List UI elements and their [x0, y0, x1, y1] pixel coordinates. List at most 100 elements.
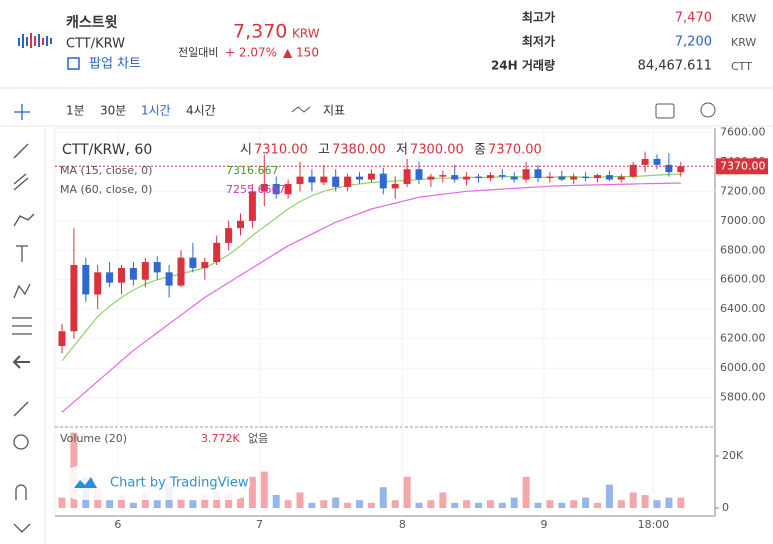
candle-body: [629, 164, 637, 177]
candle-body: [594, 175, 601, 179]
candle-body: [106, 272, 114, 283]
toolbar-button[interactable]: 지표: [323, 104, 345, 118]
symbol: CTT/KRW, 60: [62, 142, 152, 158]
volume-bar: [320, 500, 328, 508]
y-tick-label: 7200.00: [720, 184, 766, 197]
volume-bar: [391, 500, 399, 508]
volume-bar: [141, 492, 149, 508]
candle-body: [177, 257, 185, 286]
pair: CTT/KRW: [66, 37, 125, 52]
volume-bar: [58, 497, 66, 508]
ma-value: 7255.6667: [226, 183, 286, 196]
candle-body: [296, 176, 304, 184]
candle-body: [141, 262, 149, 280]
candle-body: [546, 176, 554, 179]
ohlc-value: 7370.00: [488, 143, 542, 158]
volume-bar: [118, 495, 125, 508]
popup-link[interactable]: 팝업 차트: [89, 57, 141, 72]
volume-bar: [677, 497, 685, 508]
volume-bar: [237, 497, 244, 508]
candle-body: [415, 169, 423, 180]
candle-body: [510, 176, 518, 180]
volume-bar: [201, 495, 209, 508]
candle-body: [94, 272, 102, 295]
candle-body: [308, 176, 316, 183]
toolbar-button[interactable]: 1시간: [141, 104, 171, 118]
volume-bar: [582, 497, 590, 508]
stats: 최고가 7,470 KRW 최저가 7,200 KRW 24H 거래량 84,467.611 C…: [491, 10, 756, 74]
price-unit: KRW: [292, 27, 320, 41]
volume-bar: [486, 500, 494, 508]
candle-body: [201, 262, 209, 268]
candle-body: [403, 169, 411, 184]
volume-bar: [558, 502, 566, 508]
ohlc-label: 시: [240, 143, 252, 158]
volume-bar: [475, 502, 482, 508]
candle-body: [475, 176, 482, 179]
stat-unit: KRW: [731, 12, 756, 25]
change-label: 전일대비: [178, 45, 218, 59]
ohlc-label: 저: [396, 143, 408, 158]
toolbar-button[interactable]: 30분: [100, 104, 126, 118]
volume-bar: [594, 502, 601, 508]
toolbar-button[interactable]: 4시간: [186, 104, 216, 118]
left-tools[interactable]: [12, 104, 35, 533]
x-tick-label: 7: [256, 518, 263, 531]
candle-body: [665, 164, 673, 173]
stat-value: 7,470: [675, 11, 712, 26]
volume-bar: [427, 500, 435, 508]
watermark: Chart by TradingView: [110, 476, 249, 491]
volume-bar: [415, 502, 423, 508]
volume-bar: [534, 502, 542, 508]
volume-bar: [344, 502, 352, 508]
ma-legend: MA (15, close, 0): [60, 164, 152, 177]
volume-bar: [189, 500, 197, 508]
candle-body: [356, 176, 363, 180]
candle-body: [82, 264, 90, 295]
candle-body: [534, 169, 542, 179]
candle-body: [332, 176, 340, 187]
moving-average: [61, 173, 681, 362]
ma-legend: MA (60, close, 0): [60, 183, 152, 196]
candle-body: [677, 166, 685, 173]
stat-label: 최고가: [522, 10, 555, 25]
candle-body: [439, 175, 447, 177]
volume-bar: [546, 500, 554, 508]
volume-bar: [129, 502, 137, 508]
volume-bar: [284, 500, 292, 508]
last-price-box: [716, 158, 768, 175]
candle-body: [605, 175, 613, 180]
toolbar-button[interactable]: 1분: [66, 104, 85, 118]
candle-body: [463, 176, 471, 180]
candle-body: [617, 176, 625, 180]
candle-body: [320, 176, 328, 183]
toolbar-icon[interactable]: [700, 102, 716, 118]
toolbar-icon[interactable]: [291, 106, 311, 113]
volume-bar: [605, 484, 613, 508]
moving-average: [61, 182, 681, 413]
volume-bar: [629, 492, 637, 508]
popup-icon[interactable]: [67, 57, 80, 70]
candle-body: [58, 331, 66, 346]
ohlc-value: 7310.00: [254, 143, 308, 158]
toolbar-icon[interactable]: [655, 103, 675, 119]
volume-bar: [367, 502, 375, 508]
candle-body: [558, 176, 566, 180]
candle-body: [570, 176, 578, 180]
volume-value: 3.772K: [201, 432, 240, 445]
volume-bar: [510, 497, 518, 508]
stat-unit: KRW: [731, 36, 756, 49]
ohlc-label: 고: [318, 143, 330, 158]
volume-extra: 없음: [248, 432, 268, 445]
toolbar: 1분 30분 1시간 4시간 지표: [66, 102, 716, 119]
volume-bar: [463, 500, 471, 508]
candle-body: [272, 183, 280, 195]
volume-bar: [617, 500, 625, 508]
overlay: 7370.00 CTT/KRW, 60 시 7310.00 고 7380.00 저 7300.…: [55, 142, 768, 500]
volume-bar: [522, 476, 530, 508]
volume-bar: [106, 500, 114, 508]
volume-bar: [498, 502, 506, 508]
watermark-logo: [74, 477, 97, 488]
volume-legend: Volume (20): [60, 432, 127, 445]
coin-name: 캐스트윗: [66, 15, 118, 31]
